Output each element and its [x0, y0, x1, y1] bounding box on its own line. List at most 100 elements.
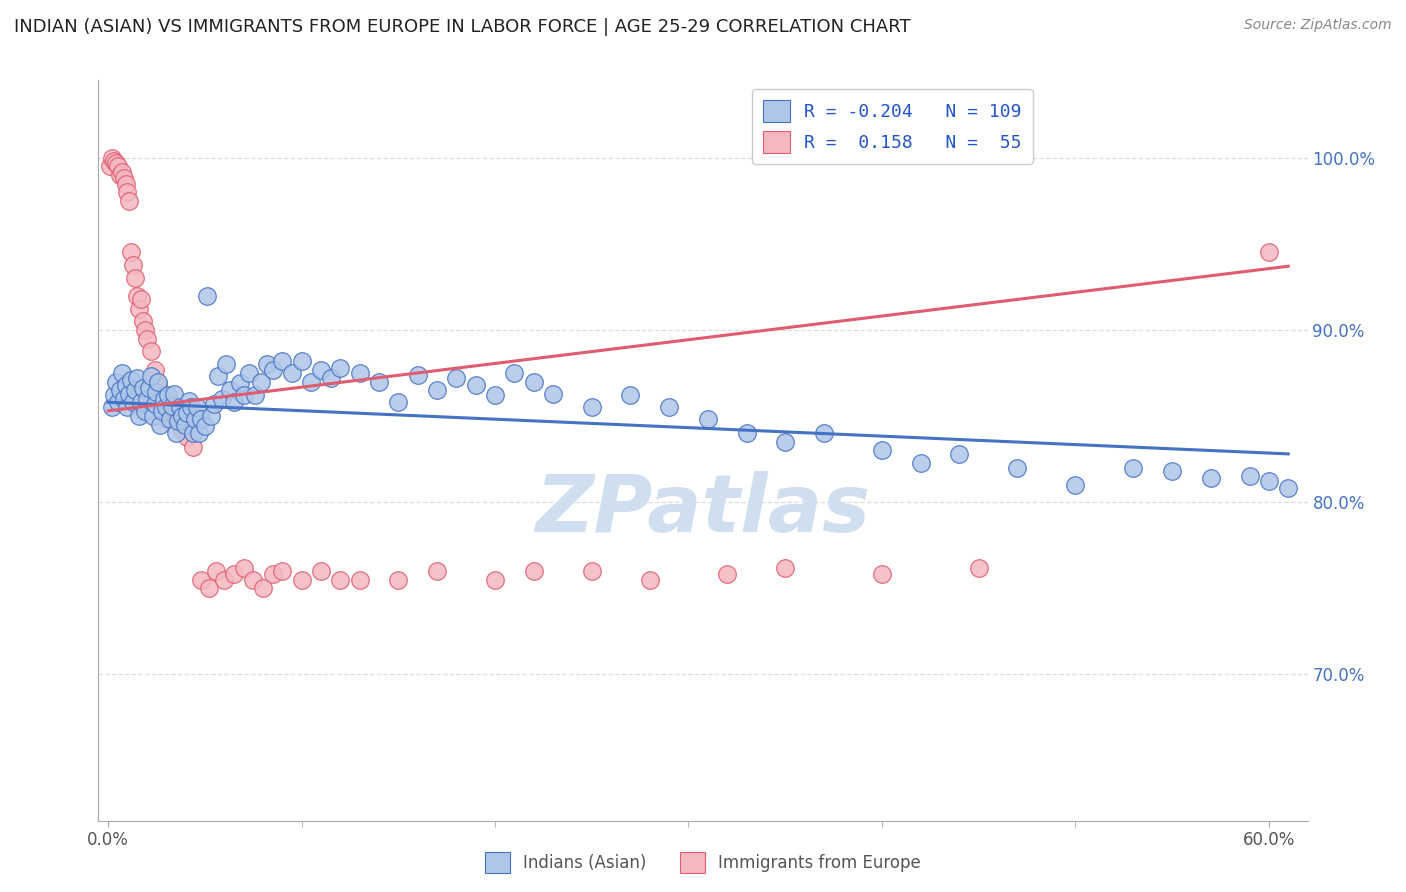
Point [111, 164, 134, 178]
Point [387, 395, 409, 409]
Point [107, 160, 129, 174]
Point [205, 564, 228, 578]
Point [149, 417, 172, 432]
Point [128, 409, 150, 423]
Point [124, 383, 146, 397]
Point [1239, 469, 1261, 483]
Point [129, 292, 152, 306]
Point [165, 426, 187, 441]
Point [103, 388, 125, 402]
Point [813, 426, 835, 441]
Point [155, 412, 177, 426]
Point [238, 366, 260, 380]
Point [101, 401, 124, 415]
Point [129, 395, 152, 409]
Point [215, 357, 238, 371]
Point [186, 401, 208, 415]
Point [581, 401, 603, 415]
Point [195, 288, 218, 302]
Point [117, 401, 139, 415]
Point [190, 412, 212, 426]
Point [101, 151, 124, 165]
Point [735, 426, 758, 441]
Point [181, 426, 204, 441]
Point [190, 573, 212, 587]
Point [349, 573, 371, 587]
Point [207, 369, 229, 384]
Point [194, 419, 217, 434]
Point [329, 573, 352, 587]
Point [222, 395, 245, 409]
Point [150, 401, 173, 415]
Point [211, 392, 233, 406]
Point [112, 392, 135, 406]
Point [163, 386, 186, 401]
Point [153, 392, 176, 406]
Point [262, 362, 284, 376]
Point [290, 354, 312, 368]
Point [127, 288, 149, 302]
Point [188, 426, 211, 441]
Point [160, 399, 183, 413]
Point [523, 564, 546, 578]
Point [120, 245, 142, 260]
Point [98, 160, 121, 174]
Point [103, 154, 125, 169]
Point [446, 371, 468, 385]
Point [135, 392, 157, 406]
Point [148, 375, 170, 389]
Point [174, 417, 197, 432]
Point [349, 366, 371, 380]
Point [484, 573, 506, 587]
Point [139, 369, 162, 384]
Legend: Indians (Asian), Immigrants from Europe: Indians (Asian), Immigrants from Europe [478, 846, 928, 880]
Point [1257, 245, 1279, 260]
Point [638, 573, 661, 587]
Point [1257, 475, 1279, 489]
Point [870, 567, 893, 582]
Point [170, 409, 193, 423]
Point [132, 314, 155, 328]
Point [1199, 471, 1222, 485]
Point [120, 373, 142, 387]
Point [232, 388, 254, 402]
Point [271, 564, 294, 578]
Point [368, 375, 391, 389]
Point [181, 440, 204, 454]
Point [139, 343, 162, 358]
Point [773, 434, 796, 449]
Point [541, 386, 564, 401]
Point [124, 271, 146, 285]
Point [104, 375, 127, 389]
Point [117, 185, 139, 199]
Point [170, 423, 193, 437]
Point [1064, 478, 1087, 492]
Point [309, 564, 332, 578]
Point [132, 382, 155, 396]
Point [155, 401, 177, 415]
Point [135, 332, 157, 346]
Point [212, 573, 235, 587]
Text: Source: ZipAtlas.com: Source: ZipAtlas.com [1244, 18, 1392, 32]
Point [148, 378, 170, 392]
Point [219, 383, 242, 397]
Point [484, 388, 506, 402]
Point [176, 430, 198, 444]
Point [169, 401, 191, 415]
Point [165, 412, 187, 426]
Point [122, 258, 145, 272]
Point [180, 401, 202, 415]
Point [426, 383, 449, 397]
Point [696, 412, 718, 426]
Text: INDIAN (ASIAN) VS IMMIGRANTS FROM EUROPE IN LABOR FORCE | AGE 25-29 CORRELATION : INDIAN (ASIAN) VS IMMIGRANTS FROM EUROPE… [14, 18, 911, 36]
Point [967, 560, 990, 574]
Point [143, 362, 166, 376]
Point [773, 560, 796, 574]
Point [107, 395, 129, 409]
Point [319, 371, 342, 385]
Point [114, 177, 136, 191]
Point [118, 386, 141, 401]
Point [204, 397, 226, 411]
Point [134, 404, 156, 418]
Point [1161, 464, 1184, 478]
